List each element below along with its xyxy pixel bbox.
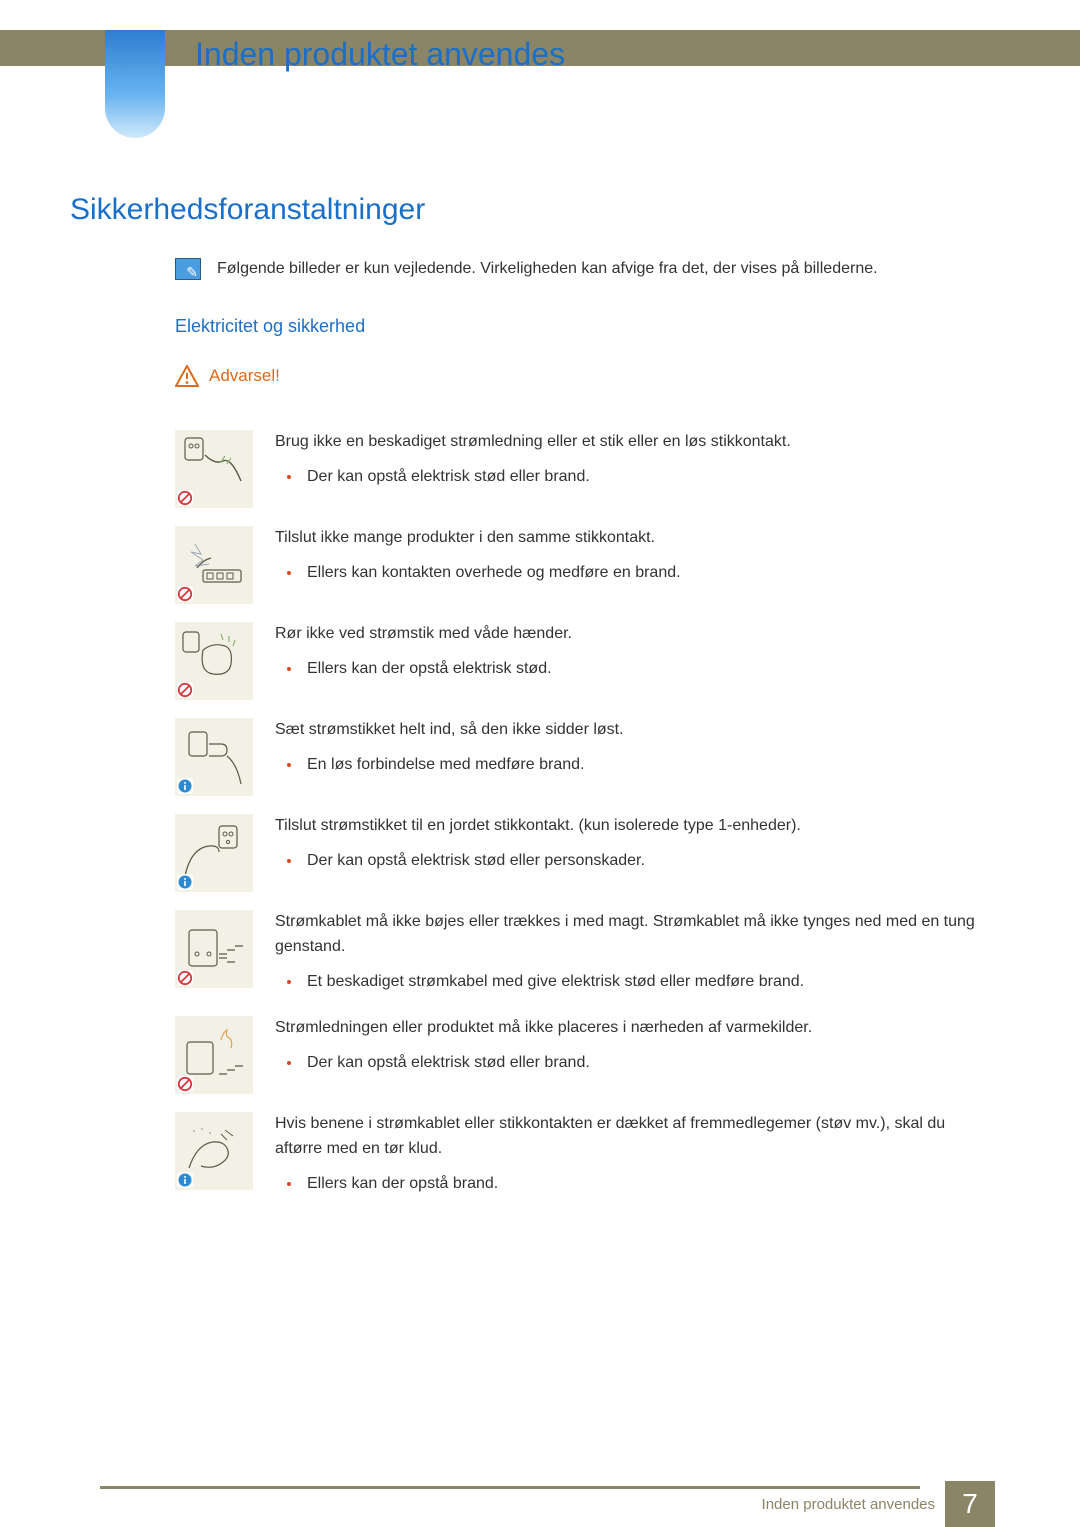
- page-number: 7: [945, 1481, 995, 1527]
- warning-label: Advarsel!: [209, 366, 280, 386]
- safety-item-bullets: Ellers kan kontakten overhede og medføre…: [275, 561, 985, 586]
- safety-item-bullet: Der kan opstå elektrisk stød eller perso…: [297, 849, 985, 874]
- safety-item-content: Strømledningen eller produktet må ikke p…: [275, 1016, 985, 1094]
- safety-item-lede: Tilslut ikke mange produkter i den samme…: [275, 526, 985, 551]
- safety-item-illustration: [175, 1016, 253, 1094]
- safety-item-content: Tilslut strømstikket til en jordet stikk…: [275, 814, 985, 892]
- warning-triangle-icon: [175, 365, 199, 387]
- subsection-title: Elektricitet og sikkerhed: [175, 316, 365, 337]
- note-text: Følgende billeder er kun vejledende. Vir…: [217, 260, 878, 278]
- safety-item-bullet: En løs forbindelse med medføre brand.: [297, 753, 985, 778]
- safety-item: Brug ikke en beskadiget strømledning ell…: [175, 430, 985, 508]
- safety-item-content: Rør ikke ved strømstik med våde hænder. E…: [275, 622, 985, 700]
- safety-item-illustration: [175, 1112, 253, 1190]
- safety-item: Rør ikke ved strømstik med våde hænder. E…: [175, 622, 985, 700]
- safety-item-bullet: Ellers kan kontakten overhede og medføre…: [297, 561, 985, 586]
- safety-item: Strømkablet må ikke bøjes eller trækkes …: [175, 910, 985, 998]
- safety-item-bullets: Der kan opstå elektrisk stød eller brand…: [275, 465, 985, 490]
- safety-item-content: Brug ikke en beskadiget strømledning ell…: [275, 430, 985, 508]
- safety-item-content: Tilslut ikke mange produkter i den samme…: [275, 526, 985, 604]
- safety-item-bullet: Der kan opstå elektrisk stød eller brand…: [297, 465, 985, 490]
- prohibit-icon: [177, 1076, 193, 1092]
- info-icon: [177, 778, 193, 794]
- safety-item-lede: Sæt strømstikket helt ind, så den ikke s…: [275, 718, 985, 743]
- prohibit-icon: [177, 586, 193, 602]
- safety-item-lede: Tilslut strømstikket til en jordet stikk…: [275, 814, 985, 839]
- safety-items-list: Brug ikke en beskadiget strømledning ell…: [175, 430, 985, 1219]
- safety-item-illustration: [175, 718, 253, 796]
- safety-item-bullets: Ellers kan der opstå brand.: [275, 1172, 985, 1197]
- safety-item: Tilslut ikke mange produkter i den samme…: [175, 526, 985, 604]
- safety-item-content: Strømkablet må ikke bøjes eller trækkes …: [275, 910, 985, 998]
- safety-item-bullet: Ellers kan der opstå elektrisk stød.: [297, 657, 985, 682]
- safety-item-illustration: [175, 910, 253, 988]
- safety-item: Sæt strømstikket helt ind, så den ikke s…: [175, 718, 985, 796]
- safety-item-illustration: [175, 430, 253, 508]
- safety-item-lede: Hvis benene i strømkablet eller stikkont…: [275, 1112, 985, 1162]
- safety-item-content: Sæt strømstikket helt ind, så den ikke s…: [275, 718, 985, 796]
- safety-item-lede: Rør ikke ved strømstik med våde hænder.: [275, 622, 985, 647]
- safety-item-bullets: Der kan opstå elektrisk stød eller perso…: [275, 849, 985, 874]
- footer-chapter-label: Inden produktet anvendes: [762, 1496, 935, 1513]
- safety-item-bullets: Der kan opstå elektrisk stød eller brand…: [275, 1051, 985, 1076]
- note-icon: [175, 258, 201, 280]
- safety-item: Tilslut strømstikket til en jordet stikk…: [175, 814, 985, 892]
- note-row: Følgende billeder er kun vejledende. Vir…: [175, 258, 878, 280]
- safety-item-lede: Strømledningen eller produktet må ikke p…: [275, 1016, 985, 1041]
- info-icon: [177, 874, 193, 890]
- safety-item-illustration: [175, 526, 253, 604]
- section-title: Sikkerhedsforanstaltninger: [70, 193, 425, 227]
- safety-item-illustration: [175, 814, 253, 892]
- prohibit-icon: [177, 970, 193, 986]
- safety-item-lede: Brug ikke en beskadiget strømledning ell…: [275, 430, 985, 455]
- safety-item-bullet: Der kan opstå elektrisk stød eller brand…: [297, 1051, 985, 1076]
- safety-item-bullets: En løs forbindelse med medføre brand.: [275, 753, 985, 778]
- safety-item-bullets: Et beskadiget strømkabel med give elektr…: [275, 970, 985, 995]
- warning-row: Advarsel!: [175, 365, 280, 387]
- safety-item-bullets: Ellers kan der opstå elektrisk stød.: [275, 657, 985, 682]
- info-icon: [177, 1172, 193, 1188]
- prohibit-icon: [177, 682, 193, 698]
- chapter-tab: [105, 30, 165, 138]
- safety-item: Strømledningen eller produktet må ikke p…: [175, 1016, 985, 1094]
- safety-item-bullet: Et beskadiget strømkabel med give elektr…: [297, 970, 985, 995]
- safety-item-lede: Strømkablet må ikke bøjes eller trækkes …: [275, 910, 985, 960]
- prohibit-icon: [177, 490, 193, 506]
- safety-item-content: Hvis benene i strømkablet eller stikkont…: [275, 1112, 985, 1200]
- safety-item: Hvis benene i strømkablet eller stikkont…: [175, 1112, 985, 1200]
- footer-divider: [100, 1486, 920, 1489]
- chapter-title: Inden produktet anvendes: [195, 36, 565, 73]
- safety-item-illustration: [175, 622, 253, 700]
- safety-item-bullet: Ellers kan der opstå brand.: [297, 1172, 985, 1197]
